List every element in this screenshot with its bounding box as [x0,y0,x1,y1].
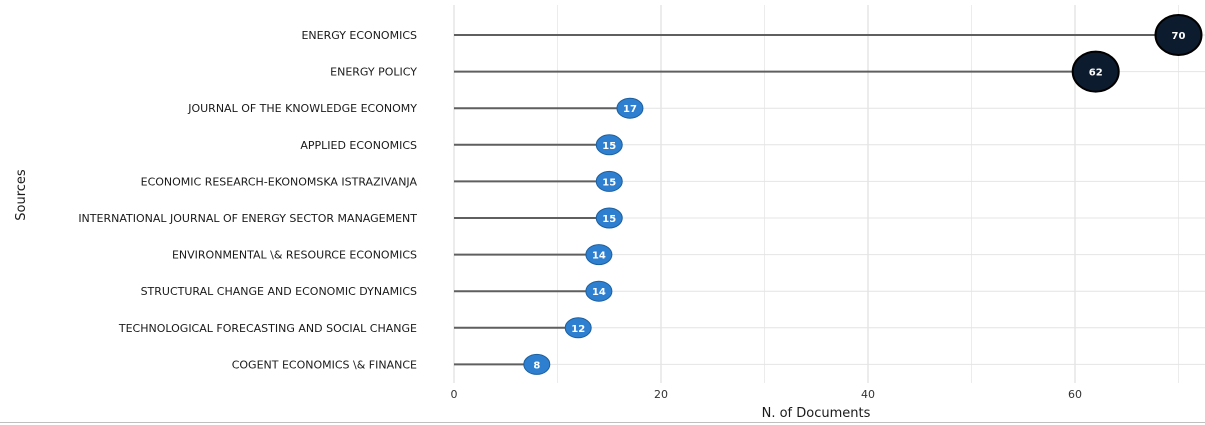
lollipop-point [1071,50,1120,93]
category-label: JOURNAL OF THE KNOWLEDGE ECONOMY [187,102,417,115]
x-tick-label: 60 [1068,388,1082,401]
x-tick-label: 40 [861,388,875,401]
category-label: ENERGY POLICY [330,66,417,79]
value-label: 12 [571,324,585,335]
x-tick-label: 0 [451,388,458,401]
lollipop-point [595,134,623,156]
lollipop-point [595,170,623,192]
lollipop-stems [454,34,1179,366]
x-axis-title: N. of Documents [762,406,871,421]
y-axis-title: Sources [14,169,29,221]
category-label: ENERGY ECONOMICS [301,29,417,42]
lollipop-point [585,280,613,302]
value-label: 14 [592,251,606,262]
category-label: ENVIRONMENTAL \& RESOURCE ECONOMICS [172,249,417,262]
x-tick-label: 20 [654,388,668,401]
category-label: STRUCTURAL CHANGE AND ECONOMIC DYNAMICS [141,285,417,298]
value-label: 15 [602,177,616,188]
category-label: TECHNOLOGICAL FORECASTING AND SOCIAL CHA… [118,322,417,335]
value-label: 8 [533,360,540,371]
lollipop-point [523,353,551,375]
value-label: 62 [1089,68,1103,79]
lollipop-point [595,207,623,229]
category-label: APPLIED ECONOMICS [300,139,417,152]
value-label: 70 [1172,31,1186,42]
lollipop-point [1154,14,1203,56]
x-axis-tick-labels: 0 20 40 60 [451,388,1083,401]
lollipop-point [585,244,613,266]
bottom-divider [0,422,1205,423]
y-axis-category-labels: ENERGY ECONOMICS ENERGY POLICY JOURNAL OF … [78,29,417,371]
value-label: 15 [602,214,616,225]
lollipop-point [616,97,644,119]
lollipop-points: 70 62 17 15 15 15 14 14 12 8 [523,14,1203,375]
value-label: 14 [592,287,606,298]
category-label: ECONOMIC RESEARCH-EKONOMSKA ISTRAZIVANJA [141,175,418,188]
lollipop-point [564,317,592,339]
category-label: INTERNATIONAL JOURNAL OF ENERGY SECTOR M… [78,212,417,225]
value-label: 17 [623,104,637,115]
value-label: 15 [602,141,616,152]
category-label: COGENT ECONOMICS \& FINANCE [232,358,417,371]
